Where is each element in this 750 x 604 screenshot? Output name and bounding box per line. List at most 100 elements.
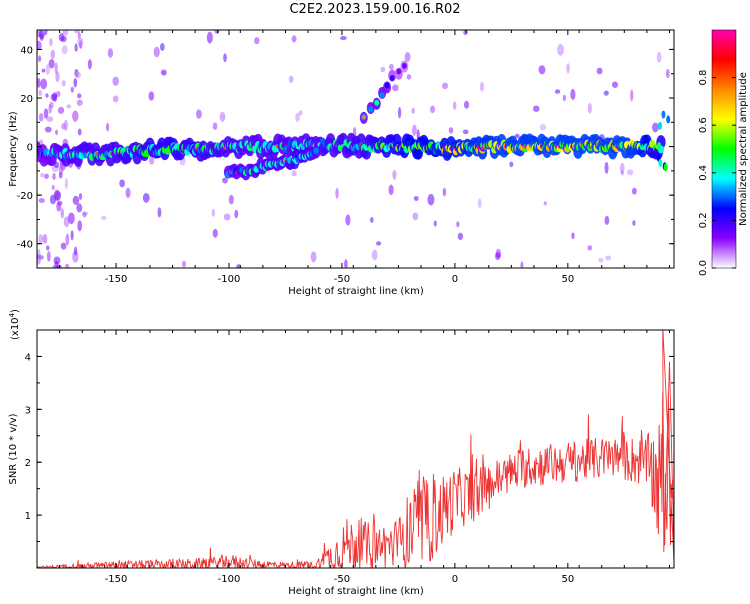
noise-speckle [656,51,662,63]
noise-speckle [160,43,165,51]
noise-speckle [620,170,624,176]
x-tick-label: -50 [334,274,350,285]
noise-speckle [406,74,412,80]
noise-speckle [100,215,107,220]
noise-speckle [40,78,48,90]
noise-speckle [50,93,57,101]
noise-speckle [442,187,447,197]
noise-speckle [82,211,87,218]
noise-speckle [77,32,81,40]
noise-speckle [148,155,155,165]
noise-speckle [153,46,160,58]
spectral-blob [396,68,402,75]
noise-speckle [43,30,48,36]
noise-speckle [73,77,78,88]
noise-speckle [619,162,625,174]
spectrogram-axes: -150 -100 -50 0 50 -40 -20 0 20 40 [17,30,674,285]
noise-speckle [571,232,575,240]
spectral-blob [374,99,380,106]
noise-speckle [411,107,415,114]
noise-speckle [520,261,524,268]
noise-speckle [666,68,670,79]
noise-speckle [412,212,419,221]
noise-speckle [45,63,51,75]
noise-speckle [211,208,216,217]
noise-speckle [288,75,294,83]
noise-speckle [430,105,436,114]
noise-speckle [206,31,213,44]
noise-speckle [652,122,659,133]
spectral-blob [384,82,390,89]
noise-speckle [456,221,460,228]
noise-speckle [463,100,470,109]
noise-speckle [65,233,70,246]
y-tick-label: 0 [27,143,33,154]
noise-speckle [107,48,114,58]
noise-speckle [532,105,540,112]
noise-speckle [50,49,55,60]
snr-series-line [37,330,674,568]
noise-speckle [77,220,83,232]
noise-speckle [46,116,54,122]
colorbar-tick-label: 0.6 [698,117,709,133]
x-tick-label: -100 [218,274,241,285]
y-tick-label: 3 [25,405,31,416]
x-tick-label: 0 [452,274,458,285]
noise-speckle [463,30,468,36]
noise-speckle [570,88,576,101]
noise-speckle [70,230,74,241]
noise-speckle [310,251,317,263]
noise-speckle [72,110,79,122]
spectrogram-frame [36,29,675,269]
noise-speckle [62,30,69,36]
noise-speckle [448,127,454,134]
noise-speckle [344,259,348,268]
noise-speckle [557,43,564,56]
noise-speckle [78,193,83,200]
edge-blob [663,163,668,172]
noise-speckle [87,59,92,70]
noise-speckle [376,241,382,246]
noise-speckle [295,112,300,123]
spectral-blob [389,74,395,81]
noise-speckle [72,250,79,263]
y-tick-label: 1 [25,511,31,522]
noise-speckle [112,76,119,86]
noise-speckle [54,190,62,201]
noise-speckle [254,37,260,45]
noise-speckle [106,122,110,132]
noise-speckle [441,82,449,90]
noise-speckle [196,109,202,119]
noise-speckle [477,198,482,209]
snr-panel: -150 -100 -50 0 50 1 2 3 4 Height of straight li… [8,309,675,597]
noise-speckle [37,77,41,88]
noise-speckle [631,187,637,195]
noise-speckle [38,198,45,203]
y-tick-label: 4 [25,352,31,363]
noise-speckle [392,169,397,180]
noise-speckle [539,123,547,131]
noise-speckle [543,201,547,206]
spectrogram-x-label: Height of straight line (km) [288,286,424,297]
noise-speckle [157,207,162,218]
noise-speckle [38,113,44,122]
edge-blob [657,121,662,130]
noise-speckle [345,214,351,226]
y-tick-label: -40 [17,240,33,251]
x-tick-label: -150 [105,274,128,285]
spectral-blob [379,92,385,99]
noise-speckle [212,228,218,238]
x-tick-label: -50 [334,574,350,585]
noise-speckle [61,80,66,87]
y-tick-label: 2 [25,458,31,469]
noise-speckle [53,256,61,265]
noise-speckle [76,203,83,213]
snr-x-label: Height of straight line (km) [288,586,424,597]
y-tick-label: 20 [20,94,33,105]
noise-speckle [181,260,187,268]
noise-speckle [538,65,546,75]
x-tick-label: -100 [218,574,241,585]
noise-speckle [38,234,43,245]
